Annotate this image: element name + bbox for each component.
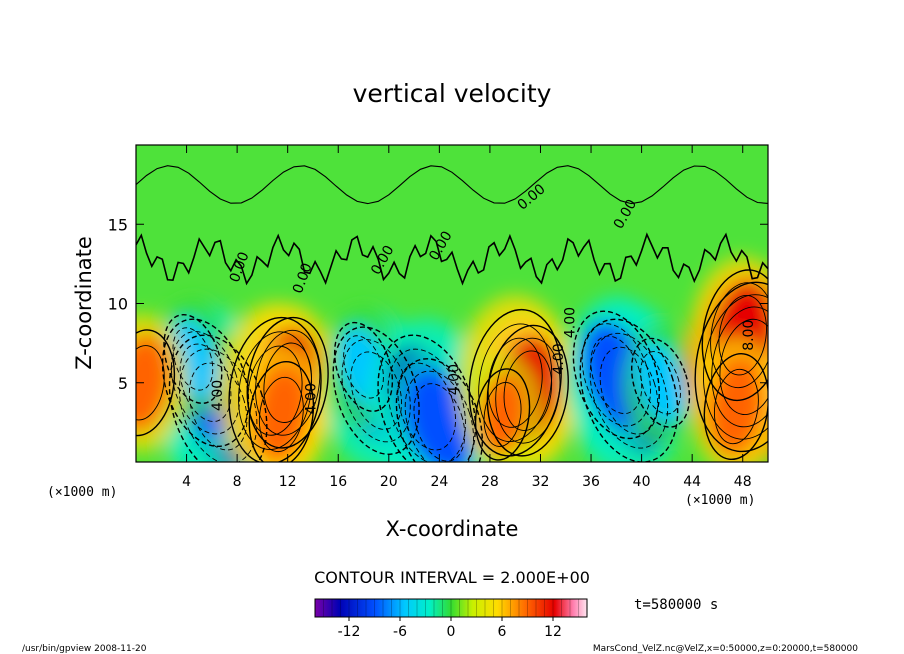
- contour-line: [703, 294, 768, 440]
- contour-label: 4.00: [303, 383, 319, 414]
- y-axis-label: Z-coordinate: [72, 236, 96, 370]
- contour-interval: CONTOUR INTERVAL = 2.000E+00: [314, 568, 590, 587]
- contour-line: [179, 343, 232, 422]
- contour-line: [163, 313, 223, 404]
- contour-line: [258, 376, 304, 453]
- contour-label: 8.00: [741, 320, 757, 351]
- colorbar-tick-label: 12: [544, 624, 562, 640]
- contour-line: [350, 351, 402, 430]
- x-tick-label: 48: [734, 474, 752, 490]
- x-tick-label: 24: [430, 474, 448, 490]
- x-tick-label: 4: [182, 474, 191, 490]
- x-tick-label: 8: [233, 474, 242, 490]
- contour-line: [168, 334, 268, 462]
- contour-line: [255, 329, 321, 436]
- x-tick-label: 44: [683, 474, 701, 490]
- contour-line: [694, 281, 768, 453]
- contour-line: [413, 383, 466, 462]
- contour-line: [589, 332, 669, 449]
- colorbar: -12 -6 0 6 12: [314, 598, 588, 640]
- contour-line: [136, 329, 176, 437]
- contour-line: [246, 316, 329, 449]
- time-label: t=580000 s: [634, 597, 718, 613]
- x-tick-label: 20: [380, 474, 398, 490]
- x-tick-label: 28: [481, 474, 499, 490]
- contour-line: [404, 370, 474, 462]
- contour-line: [136, 165, 768, 205]
- chart-title: vertical velocity: [353, 79, 552, 108]
- contour-line: [170, 331, 241, 435]
- x-tick-label: 36: [582, 474, 600, 490]
- contour-line: [387, 348, 466, 462]
- contour-line: [701, 269, 768, 402]
- x-unit-right: (×1000 m): [685, 493, 755, 508]
- colorbar-tick-label: 0: [447, 624, 456, 640]
- x-tick-label: 16: [329, 474, 347, 490]
- heatmap-area: [136, 145, 768, 462]
- anomaly-cell: [634, 341, 687, 424]
- x-unit-left: (×1000 m): [47, 485, 117, 500]
- colorbar-tick-label: 6: [498, 624, 507, 640]
- contour-label: 4.00: [551, 343, 567, 374]
- contour-line: [718, 295, 767, 376]
- x-tick-label: 32: [532, 474, 550, 490]
- colorbar-tick-label: -12: [338, 624, 361, 640]
- contour-line: [474, 368, 531, 461]
- anomaly-cell: [404, 368, 475, 462]
- x-axis-label: X-coordinate: [386, 517, 519, 541]
- x-tick-label: 40: [633, 474, 651, 490]
- contour-line: [178, 348, 258, 462]
- contour-zero-line: [136, 232, 768, 286]
- colorbar-tick-label: -6: [393, 624, 407, 640]
- contour-line: [503, 350, 553, 431]
- y-tick-label: 15: [108, 215, 128, 234]
- contour-label: 4.00: [563, 307, 579, 338]
- contour-line: [581, 323, 651, 427]
- contour-line: [248, 360, 315, 462]
- contour-line: [478, 323, 553, 443]
- contour-line: [640, 351, 681, 415]
- contour-line: [710, 282, 768, 389]
- contour-line: [719, 318, 768, 415]
- contour-line: [188, 362, 248, 451]
- contour-line: [172, 327, 214, 391]
- footer-right: MarsCond_VelZ.nc@VelZ,x=0:50000,z=0:2000…: [593, 644, 858, 654]
- contour-line: [483, 381, 522, 447]
- contour-line: [590, 335, 643, 414]
- footer-left: /usr/bin/gpview 2008-11-20: [22, 644, 147, 654]
- contour-line: [341, 339, 411, 443]
- contour-line: [714, 368, 759, 445]
- contour-line: [136, 345, 165, 421]
- contour-label: 4.00: [446, 364, 462, 395]
- contour-line: [343, 335, 384, 399]
- contour-line: [333, 321, 394, 412]
- contour-label: 4.00: [210, 380, 226, 411]
- x-tick-label: 12: [279, 474, 297, 490]
- y-tick-label: 10: [108, 295, 128, 314]
- contour-line: [630, 337, 691, 428]
- y-tick-label: 5: [118, 374, 128, 393]
- contour-line: [228, 316, 322, 462]
- contour-line: [486, 324, 569, 457]
